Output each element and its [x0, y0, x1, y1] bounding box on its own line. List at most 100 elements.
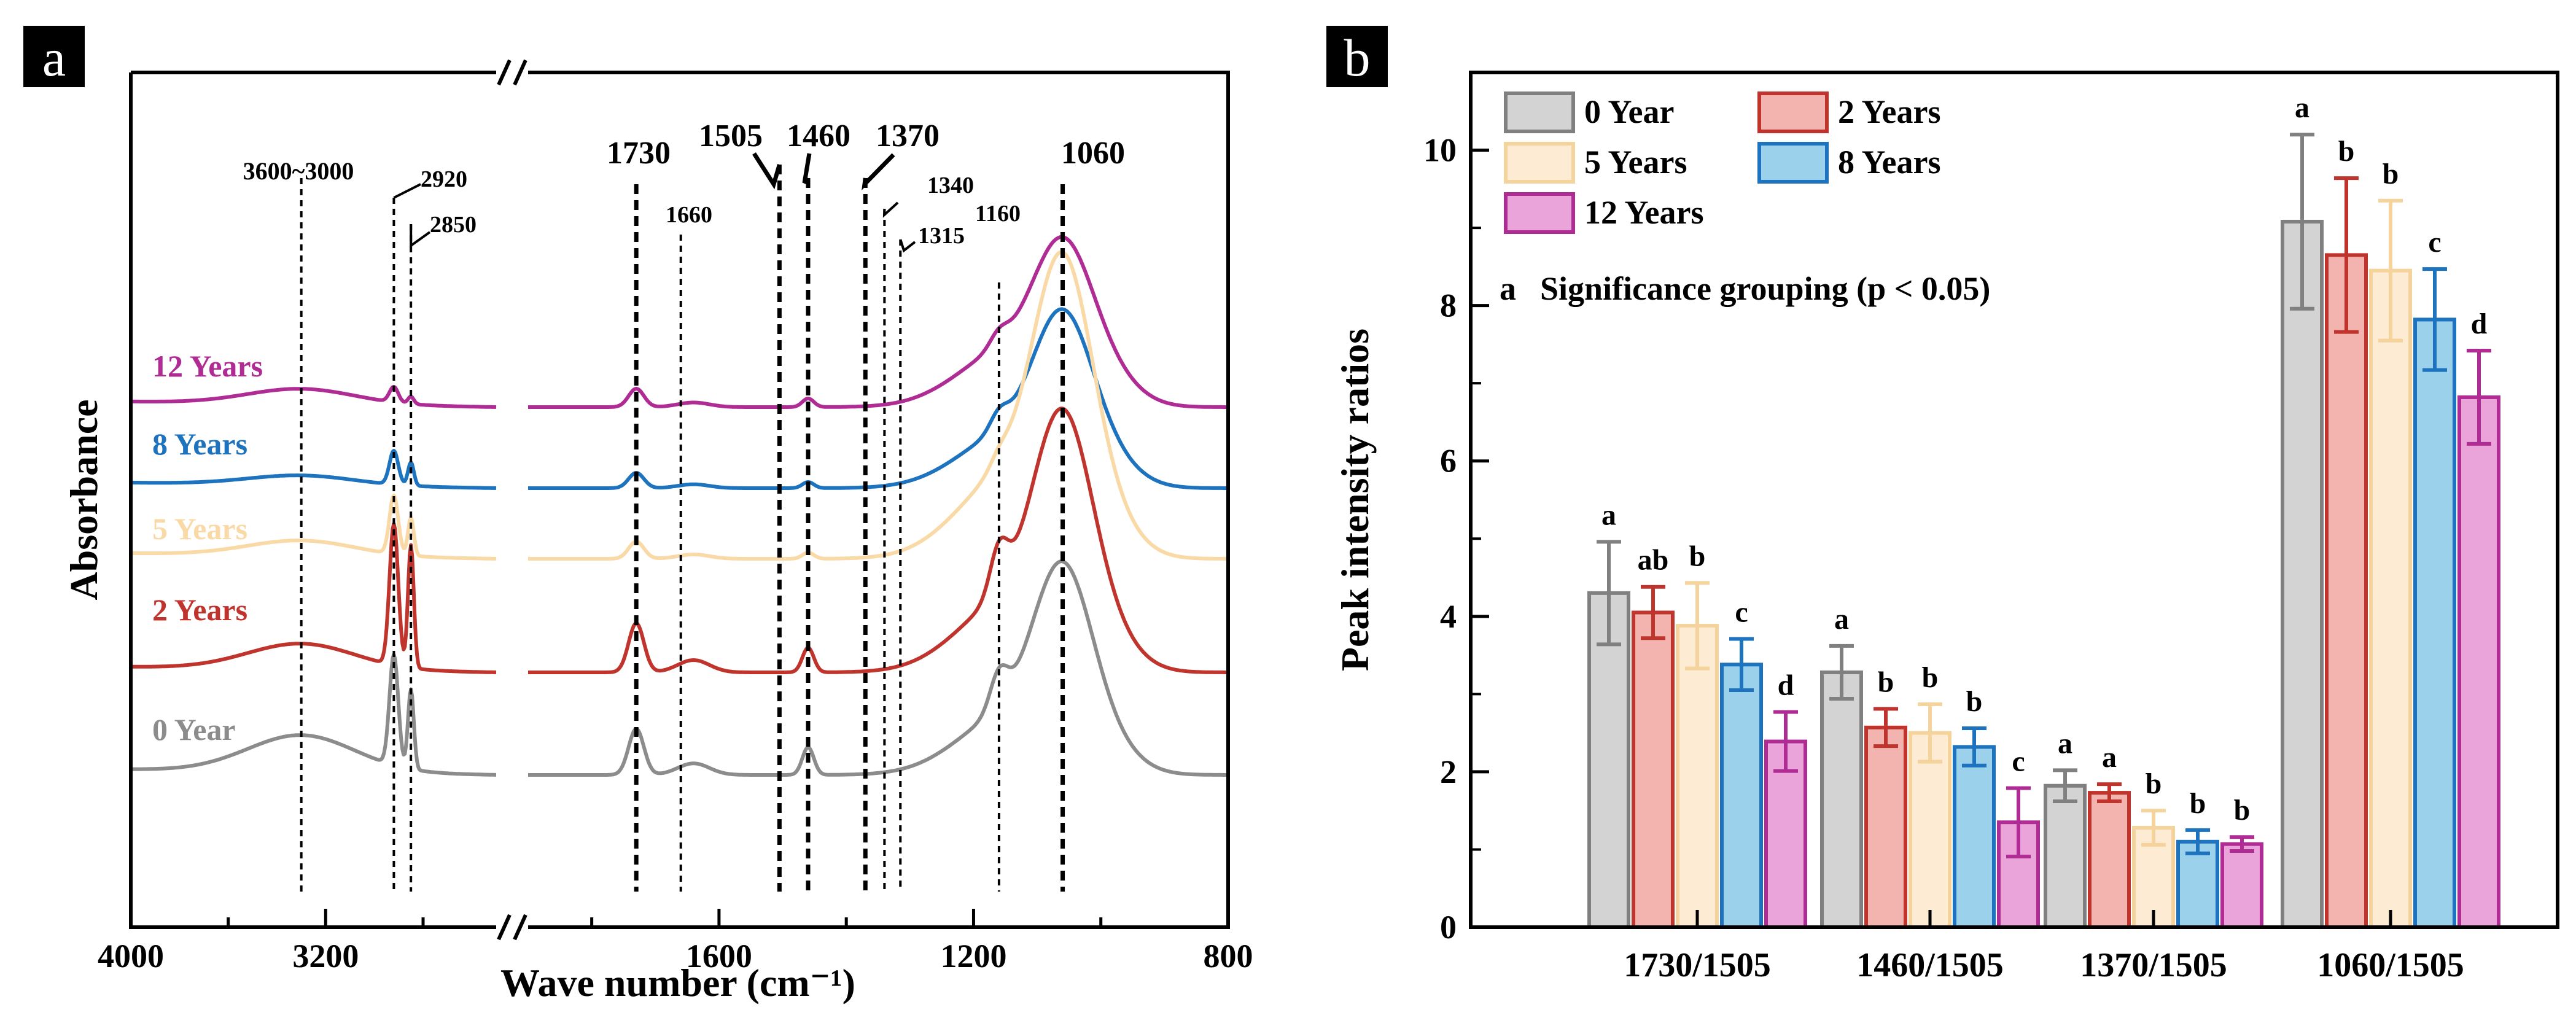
peak-leader: [882, 201, 899, 218]
bar: [2369, 268, 2412, 929]
peak-label: 1060: [1061, 136, 1125, 171]
legend-label: 8 Years: [1838, 144, 1940, 181]
peak-leader: [752, 152, 782, 190]
series-label: 8 Years: [152, 427, 247, 461]
spectrum-line: [131, 250, 1228, 561]
significance-letter: b: [1922, 661, 1939, 694]
panel-a-badge: [23, 26, 85, 87]
significance-letter: a: [2295, 91, 2309, 124]
legend-label: 12 Years: [1584, 194, 1703, 231]
bar: [2325, 253, 2368, 929]
legend-swatch: [1757, 142, 1829, 184]
peak-label: 1660: [666, 202, 712, 228]
y-tick-label: 2: [1440, 753, 1457, 790]
significance-letter: a: [1834, 603, 1849, 636]
significance-letter: b: [2190, 787, 2206, 820]
peak-leader: [393, 183, 421, 199]
category-label: 1730/1505: [1624, 946, 1771, 984]
significance-letter: a: [2058, 727, 2072, 760]
significance-letter: b: [1966, 685, 1983, 718]
bars: [1587, 219, 2500, 930]
legend-swatch: [1757, 91, 1829, 133]
legend-label: 2 Years: [1838, 93, 1940, 130]
significance-marker: a: [1500, 270, 1516, 307]
panel-b-frame: [1469, 71, 2559, 929]
x-tick-label: 800: [1204, 938, 1253, 974]
panel-b-badge: [1326, 26, 1388, 87]
bar: [1820, 670, 1863, 929]
peak-label: 2850: [430, 212, 477, 238]
bar: [1632, 610, 1675, 929]
peak-label: 1460: [787, 119, 850, 154]
spectrum-line: [131, 559, 1228, 777]
spectrum-line: [131, 406, 1228, 674]
peak-labels: 3600~3000 2920 2850 1730 1660 1505 1460 1370 134…: [243, 119, 1125, 249]
legend-swatch: [1504, 142, 1575, 184]
significance-letter: a: [1601, 499, 1616, 531]
legend-swatch: [1504, 192, 1575, 234]
bar: [2413, 317, 2456, 929]
y-tick-label: 8: [1440, 287, 1457, 324]
legend-label: 0 Year: [1584, 93, 1674, 130]
y-tick-label: 6: [1440, 443, 1457, 480]
x-axis-ticks: [129, 909, 1230, 927]
significance-letter: d: [2471, 308, 2488, 340]
category-label: 1060/1505: [2317, 946, 2464, 984]
peak-label: 1340: [927, 173, 974, 198]
bar: [2281, 219, 2324, 929]
axis-break-marks: [497, 59, 527, 941]
legend: 0 Year 2 Years 5 Years 8 Years 12 Years: [1504, 91, 1940, 234]
peak-leader: [862, 153, 895, 190]
y-axis-title: Peak intensity ratios: [1333, 329, 1377, 671]
peak-label: 1370: [876, 119, 940, 154]
significance-letter: c: [2428, 226, 2441, 259]
significance-note: Significance grouping (p < 0.05): [1540, 270, 1990, 307]
significance-letter: b: [2338, 135, 2355, 168]
peak-leader: [802, 153, 812, 185]
significance-letter: b: [2146, 768, 2162, 800]
x-tick-label: 3200: [292, 938, 359, 974]
y-axis-title: Absorbance: [62, 399, 106, 600]
bar: [1864, 725, 1907, 930]
x-tick-label: 4000: [98, 938, 164, 974]
y-tick-label: 10: [1423, 132, 1457, 169]
peak-label: 1730: [607, 136, 671, 171]
peak-label: 1315: [918, 223, 965, 249]
bar: [2220, 842, 2263, 929]
bar: [1953, 745, 1996, 929]
significance-letter: c: [2012, 745, 2025, 777]
category-labels: 1730/1505 1460/1505 1370/1505 1060/1505: [1624, 910, 2464, 984]
significance-letter: c: [1735, 596, 1748, 629]
panel-b-label: b: [1344, 28, 1371, 87]
legend-swatch: [1504, 91, 1575, 133]
significance-letter: b: [1689, 540, 1706, 572]
series-label: 2 Years: [152, 593, 247, 627]
peak-label: 2920: [421, 166, 467, 192]
spectra-curves: [131, 235, 1228, 777]
x-tick-labels: 4000 3200 1600 1200 800: [98, 938, 1253, 974]
series-label: 12 Years: [152, 349, 263, 383]
panel-a-ftir-spectra: 3600~3000 2920 2850 1730 1660 1505 1460 1370 134…: [62, 59, 1253, 1005]
spectrum-line: [131, 307, 1228, 490]
peak-reference-lines: [300, 152, 1065, 892]
category-label: 1370/1505: [2080, 946, 2227, 984]
panel-a-label: a: [42, 28, 66, 87]
series-label: 5 Years: [152, 511, 247, 546]
significance-letter: ab: [1638, 544, 1669, 577]
significance-letter: b: [2234, 794, 2251, 826]
bar: [1676, 624, 1719, 930]
peak-leader: [410, 224, 431, 248]
peak-label: 1160: [975, 201, 1021, 227]
x-axis-title: Wave number (cm⁻¹): [500, 961, 855, 1005]
legend-label: 5 Years: [1584, 144, 1687, 181]
y-tick-label: 0: [1440, 909, 1457, 946]
peak-leader: [899, 239, 916, 253]
spectrum-line: [131, 235, 1228, 409]
significance-letter: a: [2102, 741, 2117, 774]
peak-label: 1505: [699, 119, 763, 154]
y-axis-ticks: 0 2 4 6 8 10: [1423, 132, 1489, 946]
y-tick-label: 4: [1440, 598, 1457, 635]
